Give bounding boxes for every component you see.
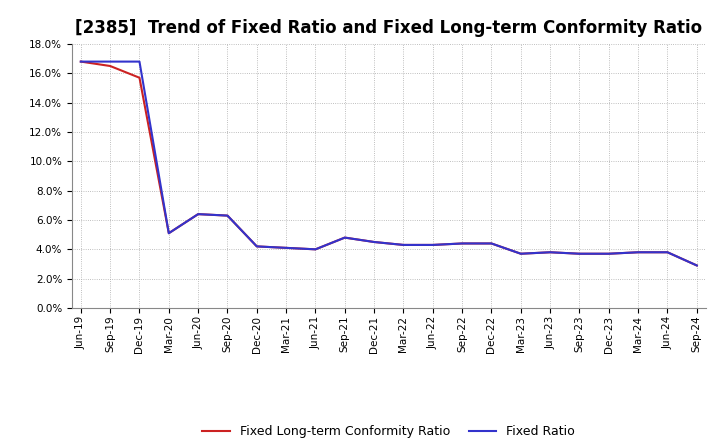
Fixed Long-term Conformity Ratio bbox=[341, 235, 349, 240]
Fixed Long-term Conformity Ratio bbox=[253, 244, 261, 249]
Fixed Long-term Conformity Ratio bbox=[282, 245, 290, 250]
Fixed Long-term Conformity Ratio bbox=[399, 242, 408, 248]
Fixed Long-term Conformity Ratio bbox=[516, 251, 525, 257]
Fixed Long-term Conformity Ratio bbox=[487, 241, 496, 246]
Fixed Ratio bbox=[282, 245, 290, 250]
Fixed Ratio bbox=[428, 242, 437, 248]
Fixed Ratio bbox=[135, 59, 144, 64]
Fixed Ratio bbox=[106, 59, 114, 64]
Fixed Long-term Conformity Ratio bbox=[575, 251, 584, 257]
Fixed Ratio bbox=[575, 251, 584, 257]
Fixed Long-term Conformity Ratio bbox=[693, 263, 701, 268]
Fixed Long-term Conformity Ratio bbox=[194, 212, 202, 217]
Fixed Ratio bbox=[311, 247, 320, 252]
Fixed Ratio bbox=[253, 244, 261, 249]
Fixed Ratio bbox=[399, 242, 408, 248]
Fixed Ratio bbox=[370, 239, 379, 245]
Fixed Ratio bbox=[693, 263, 701, 268]
Fixed Ratio bbox=[634, 249, 642, 255]
Fixed Long-term Conformity Ratio bbox=[223, 213, 232, 218]
Fixed Long-term Conformity Ratio bbox=[106, 63, 114, 69]
Title: [2385]  Trend of Fixed Ratio and Fixed Long-term Conformity Ratio: [2385] Trend of Fixed Ratio and Fixed Lo… bbox=[75, 19, 703, 37]
Fixed Ratio bbox=[76, 59, 85, 64]
Fixed Long-term Conformity Ratio bbox=[135, 75, 144, 81]
Fixed Long-term Conformity Ratio bbox=[76, 59, 85, 64]
Fixed Ratio bbox=[605, 251, 613, 257]
Fixed Long-term Conformity Ratio bbox=[663, 249, 672, 255]
Fixed Long-term Conformity Ratio bbox=[370, 239, 379, 245]
Legend: Fixed Long-term Conformity Ratio, Fixed Ratio: Fixed Long-term Conformity Ratio, Fixed … bbox=[202, 425, 575, 438]
Fixed Long-term Conformity Ratio bbox=[634, 249, 642, 255]
Line: Fixed Ratio: Fixed Ratio bbox=[81, 62, 697, 265]
Fixed Ratio bbox=[341, 235, 349, 240]
Fixed Long-term Conformity Ratio bbox=[605, 251, 613, 257]
Fixed Long-term Conformity Ratio bbox=[311, 247, 320, 252]
Line: Fixed Long-term Conformity Ratio: Fixed Long-term Conformity Ratio bbox=[81, 62, 697, 265]
Fixed Ratio bbox=[458, 241, 467, 246]
Fixed Long-term Conformity Ratio bbox=[546, 249, 554, 255]
Fixed Ratio bbox=[194, 212, 202, 217]
Fixed Ratio bbox=[663, 249, 672, 255]
Fixed Long-term Conformity Ratio bbox=[458, 241, 467, 246]
Fixed Ratio bbox=[164, 231, 173, 236]
Fixed Ratio bbox=[223, 213, 232, 218]
Fixed Ratio bbox=[516, 251, 525, 257]
Fixed Ratio bbox=[546, 249, 554, 255]
Fixed Ratio bbox=[487, 241, 496, 246]
Fixed Long-term Conformity Ratio bbox=[164, 231, 173, 236]
Fixed Long-term Conformity Ratio bbox=[428, 242, 437, 248]
